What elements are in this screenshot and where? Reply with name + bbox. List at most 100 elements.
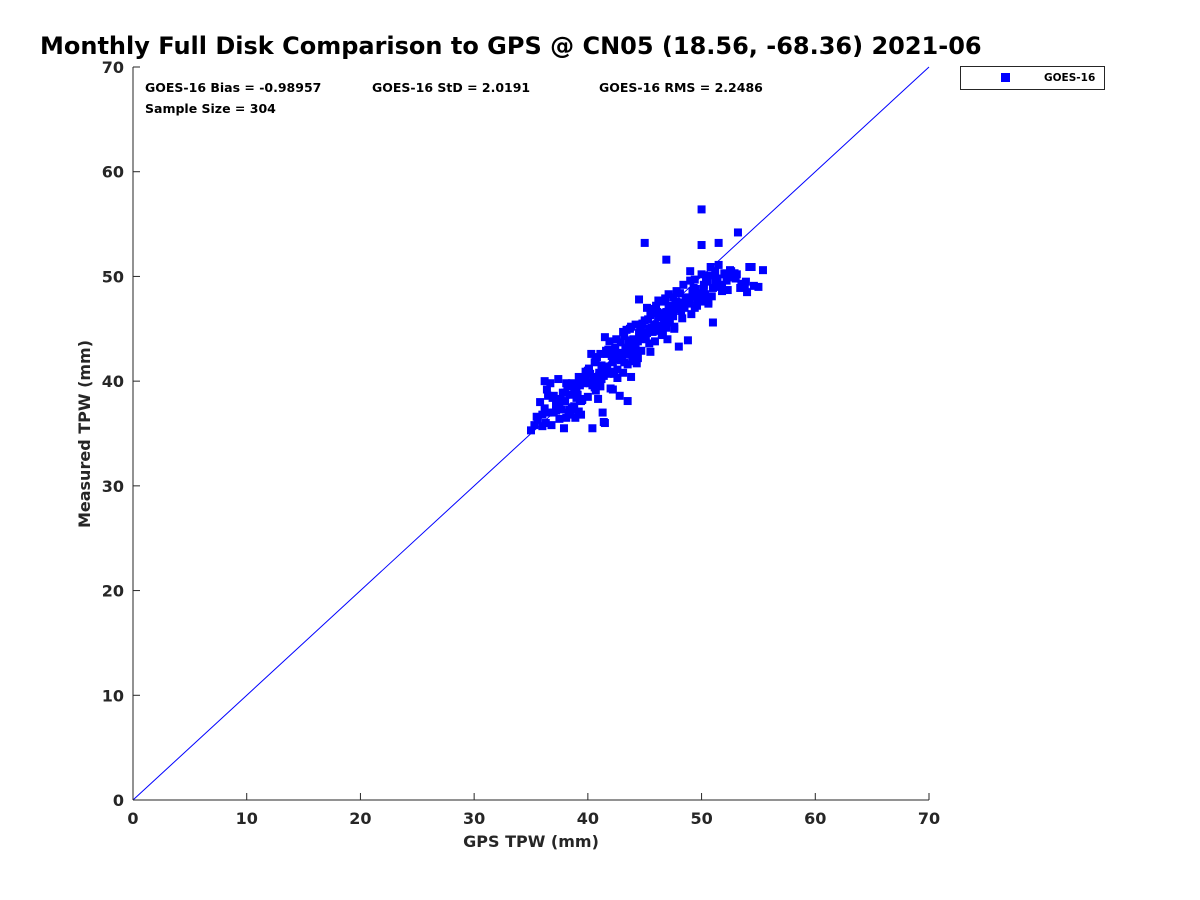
data-point	[678, 314, 687, 323]
data-point	[688, 292, 697, 301]
data-point	[591, 354, 600, 363]
data-point	[587, 349, 596, 358]
data-point	[600, 333, 609, 342]
data-point	[579, 379, 588, 388]
legend-square-marker-icon	[1001, 73, 1010, 82]
data-point	[614, 352, 623, 361]
data-point	[557, 405, 566, 414]
std-stat: GOES-16 StD = 2.0191	[372, 80, 530, 95]
data-point	[664, 290, 673, 299]
data-point	[668, 311, 677, 320]
data-point	[677, 298, 686, 307]
data-point	[723, 286, 732, 295]
data-point	[613, 365, 622, 374]
data-point	[624, 336, 633, 345]
y-tick-label: 0	[113, 791, 124, 810]
data-point	[749, 281, 758, 290]
data-point	[616, 356, 625, 365]
data-point	[747, 263, 756, 272]
data-point	[596, 382, 605, 391]
data-point	[679, 302, 688, 311]
data-point	[622, 343, 631, 352]
data-point	[559, 424, 568, 433]
y-tick-label: 60	[102, 163, 124, 182]
data-point	[640, 238, 649, 247]
data-point	[547, 421, 556, 430]
data-point	[685, 299, 694, 308]
legend-box	[960, 66, 1105, 90]
data-point	[652, 301, 661, 310]
data-point	[705, 271, 714, 280]
data-point	[556, 394, 565, 403]
data-point	[586, 369, 595, 378]
data-point	[554, 375, 563, 384]
data-point	[726, 266, 734, 275]
data-point	[540, 404, 549, 413]
legend: GOES-16	[960, 66, 1105, 90]
data-point	[708, 318, 717, 327]
data-point	[704, 299, 713, 308]
data-point	[741, 277, 750, 286]
data-point	[577, 397, 586, 406]
x-tick-label: 30	[463, 809, 485, 828]
data-point	[566, 410, 575, 419]
data-point	[718, 287, 727, 296]
data-point	[631, 339, 640, 348]
y-tick-label: 50	[102, 267, 124, 286]
data-point	[597, 361, 606, 370]
data-point	[566, 382, 575, 391]
data-point	[562, 379, 571, 388]
data-point	[605, 337, 614, 346]
data-point	[588, 381, 597, 390]
data-points	[527, 205, 767, 435]
data-point	[712, 279, 721, 288]
data-point	[544, 408, 553, 417]
data-point	[603, 365, 612, 374]
data-point	[642, 303, 651, 312]
x-tick-label: 70	[918, 809, 940, 828]
data-point	[527, 426, 535, 435]
data-point	[677, 306, 686, 315]
data-point	[595, 371, 604, 380]
sample-size-stat: Sample Size = 304	[145, 101, 276, 116]
data-point	[758, 266, 767, 275]
data-point	[714, 238, 723, 247]
data-point	[690, 275, 699, 284]
data-point	[623, 397, 632, 406]
data-point	[697, 205, 706, 214]
data-point	[588, 424, 597, 433]
data-point	[565, 390, 574, 399]
data-point	[611, 346, 620, 355]
data-point	[635, 295, 644, 304]
data-point	[632, 359, 641, 368]
data-point	[706, 263, 715, 272]
data-point	[553, 405, 562, 414]
data-point	[707, 292, 716, 301]
data-point	[641, 328, 650, 337]
data-point	[733, 228, 742, 237]
data-point	[698, 297, 707, 306]
data-point	[654, 296, 663, 305]
data-point	[561, 397, 570, 406]
data-point	[721, 270, 730, 279]
y-tick-label: 40	[102, 372, 124, 391]
x-tick-label: 0	[127, 809, 138, 828]
x-tick-label: 60	[804, 809, 826, 828]
data-point	[683, 336, 692, 345]
data-point	[613, 374, 622, 383]
data-point	[544, 391, 553, 400]
data-point	[682, 294, 691, 303]
data-point	[693, 295, 702, 304]
data-point	[661, 314, 670, 323]
data-point	[699, 280, 708, 289]
data-point	[540, 377, 549, 386]
data-point	[574, 372, 583, 381]
y-axis-ticks: 0 10 20 30 40 50 60 70	[102, 58, 140, 810]
data-point	[650, 320, 659, 329]
data-point	[600, 419, 609, 428]
data-point	[567, 403, 576, 412]
legend-entry: GOES-16	[1044, 72, 1095, 84]
data-point	[607, 352, 616, 361]
data-point	[679, 280, 688, 289]
